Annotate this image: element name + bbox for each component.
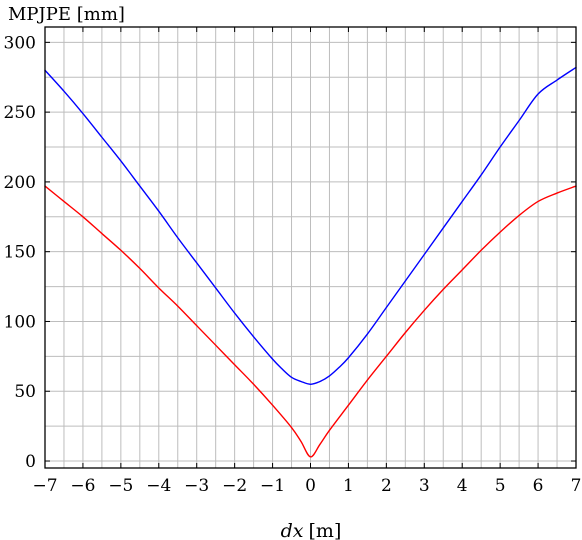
x-tick-label: −3 [184,476,209,496]
y-tick-label: 200 [4,173,36,193]
series-line-blue [44,66,577,385]
grid-lines [44,27,577,468]
y-tick-label: 300 [4,33,36,53]
x-tick-label: −7 [32,476,57,496]
y-tick-label: 0 [25,452,36,472]
x-tick-label: −1 [260,476,285,496]
x-axis-variable: dx [281,520,304,540]
x-tick-label: 0 [305,476,316,496]
x-tick-label: 2 [381,476,392,496]
x-tick-labels: −7 −6 −5 −4 −3 −2 −1 0 1 2 3 4 5 6 7 [32,476,581,496]
x-tick-label: 4 [457,476,468,496]
x-axis-unit: [m] [309,520,342,540]
x-axis-label: dx [m] [281,520,342,540]
x-tick-label: −4 [146,476,171,496]
series-line-red [44,185,577,458]
chart-title: MPJPE [mm] [8,4,125,25]
series-layer [44,66,577,458]
x-tick-label: 3 [419,476,430,496]
x-tick-label: 5 [495,476,506,496]
x-tick-label: 6 [533,476,544,496]
y-tick-label: 100 [4,312,36,332]
y-tick-labels: 0 50 100 150 200 250 300 [4,33,36,472]
x-tick-label: −6 [70,476,95,496]
x-tick-label: 1 [343,476,354,496]
x-tick-label: −5 [108,476,133,496]
y-tick-label: 50 [14,382,36,402]
tick-marks [44,27,577,468]
y-tick-label: 250 [4,103,36,123]
x-tick-label: 7 [571,476,582,496]
x-tick-label: −2 [222,476,247,496]
y-tick-label: 150 [4,243,36,263]
